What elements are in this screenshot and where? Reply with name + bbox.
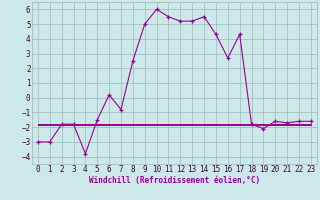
X-axis label: Windchill (Refroidissement éolien,°C): Windchill (Refroidissement éolien,°C): [89, 176, 260, 185]
